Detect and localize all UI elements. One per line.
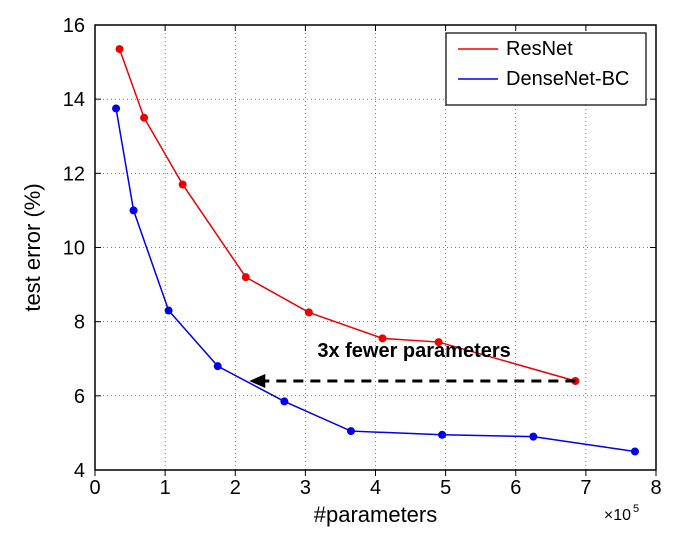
series-marker — [140, 114, 148, 122]
x-tick-label: 1 — [160, 477, 171, 499]
series-marker — [529, 433, 537, 441]
x-tick-label: 2 — [230, 477, 241, 499]
series-marker — [116, 45, 124, 53]
legend-label: ResNet — [506, 38, 573, 60]
legend: ResNet DenseNet-BC — [446, 33, 646, 105]
svg-text:5: 5 — [633, 503, 639, 515]
x-tick-label: 5 — [440, 477, 451, 499]
y-tick-label: 6 — [74, 386, 85, 408]
y-tick-label: 12 — [63, 163, 85, 185]
series-marker — [112, 104, 120, 112]
x-tick-label: 6 — [510, 477, 521, 499]
series-marker — [179, 180, 187, 188]
legend-label: DenseNet-BC — [506, 68, 629, 90]
x-tick-label: 0 — [89, 477, 100, 499]
y-tick-label: 4 — [74, 460, 85, 482]
series-marker — [631, 447, 639, 455]
x-tick-label: 8 — [650, 477, 661, 499]
y-tick-label: 10 — [63, 238, 85, 260]
x-tick-label: 4 — [370, 477, 381, 499]
series-marker — [438, 431, 446, 439]
x-axis-label: #parameters — [314, 502, 438, 527]
series-marker — [280, 397, 288, 405]
svg-text:×10: ×10 — [604, 507, 631, 524]
y-axis-label: test error (%) — [20, 183, 45, 311]
series-marker — [305, 308, 313, 316]
x-tick-label: 3 — [300, 477, 311, 499]
chart: 01234567846810121416#parameterstest erro… — [0, 0, 686, 545]
series-marker — [214, 362, 222, 370]
series-marker — [165, 307, 173, 315]
y-tick-label: 14 — [63, 89, 85, 111]
y-tick-label: 8 — [74, 312, 85, 334]
y-tick-label: 16 — [63, 15, 85, 37]
series-marker — [130, 206, 138, 214]
annotation-label: 3x fewer parameters — [317, 340, 510, 362]
series-marker — [347, 427, 355, 435]
series-marker — [242, 273, 250, 281]
x-tick-label: 7 — [580, 477, 591, 499]
